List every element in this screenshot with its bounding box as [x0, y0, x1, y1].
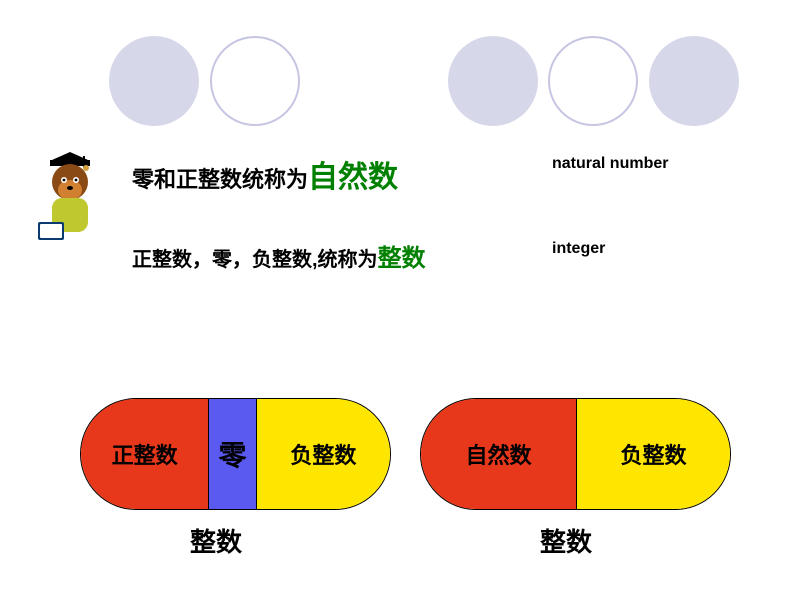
definition-natural-number: 零和正整数统称为自然数	[132, 152, 398, 196]
pill-segment: 零	[208, 399, 256, 509]
pill-integer-3part-caption: 整数	[190, 522, 242, 559]
pill-integer-2part-caption: 整数	[540, 522, 592, 559]
definition-integer: 正整数，零，负整数,统称为整数	[132, 238, 426, 273]
circle-1	[109, 36, 199, 126]
en-label-integer: integer	[552, 240, 605, 258]
circle-2	[210, 36, 300, 126]
definition-natural-number-prefix: 零和正整数统称为	[132, 167, 308, 192]
definition-natural-number-term: 自然数	[308, 161, 398, 194]
pill-segment: 正整数	[81, 399, 208, 509]
pill-integer-3part: 正整数零负整数	[80, 398, 391, 510]
circle-4	[548, 36, 638, 126]
pill-segment: 负整数	[576, 399, 730, 509]
circle-5	[649, 36, 739, 126]
pill-segment: 自然数	[421, 399, 576, 509]
en-label-natural-number: natural number	[552, 155, 668, 173]
definition-integer-term: 整数	[378, 245, 426, 272]
pill-integer-2part: 自然数负整数	[420, 398, 731, 510]
definition-integer-prefix: 正整数，零，负整数,统称为	[132, 249, 378, 271]
circle-3	[448, 36, 538, 126]
mascot-icon	[32, 150, 117, 245]
pill-segment: 负整数	[256, 399, 390, 509]
